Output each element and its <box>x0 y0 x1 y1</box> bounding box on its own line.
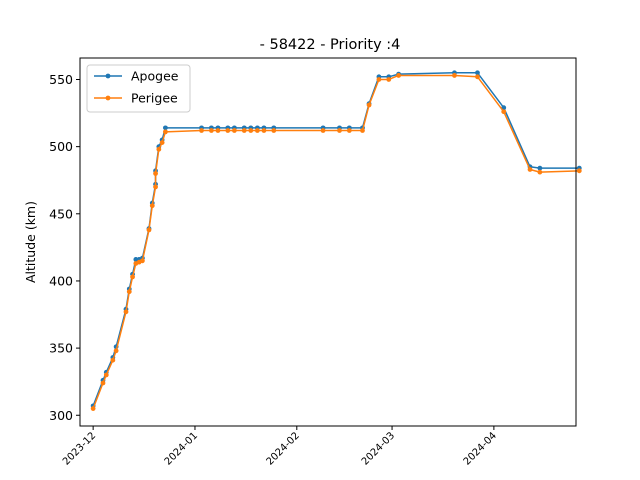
perigee-point <box>225 128 231 133</box>
y-tick-label: 550 <box>49 72 73 87</box>
y-tick-label: 450 <box>49 206 73 221</box>
y-tick-label: 350 <box>49 341 73 356</box>
y-axis-label: Altitude (km) <box>23 201 38 283</box>
perigee-point <box>140 258 145 264</box>
perigee-point <box>576 168 582 174</box>
plot-area <box>90 70 582 411</box>
perigee-point <box>163 129 168 135</box>
perigee-point <box>215 128 221 133</box>
perigee-point <box>130 274 135 280</box>
perigee-point <box>241 128 247 133</box>
perigee-point <box>159 140 165 146</box>
perigee-point <box>475 74 480 80</box>
perigee-point <box>254 128 260 133</box>
perigee-point <box>366 102 372 108</box>
perigee-point <box>527 167 533 172</box>
perigee-point <box>261 128 267 133</box>
perigee-point <box>208 128 214 133</box>
chart-title: - 58422 - Priority :4 <box>260 37 401 53</box>
perigee-point <box>110 357 116 363</box>
perigee-point <box>146 227 152 233</box>
perigee-point <box>346 128 352 133</box>
perigee-point <box>156 146 162 152</box>
legend-perigee-label: Perigee <box>131 91 178 106</box>
perigee-point <box>248 128 254 133</box>
perigee-point <box>90 406 96 411</box>
perigee-point <box>537 169 543 175</box>
legend: Apogee Perigee <box>86 64 191 113</box>
perigee-point <box>376 77 382 82</box>
perigee-point <box>123 309 129 315</box>
perigee-point <box>153 171 158 176</box>
y-tick-label: 400 <box>49 273 73 288</box>
perigee-point <box>231 128 237 133</box>
perigee-point <box>396 73 402 78</box>
apogee-point <box>163 125 168 131</box>
apogee-point <box>475 70 480 76</box>
perigee-point <box>199 128 204 133</box>
axes-frame <box>79 57 577 427</box>
legend-perigee-marker <box>105 95 111 101</box>
legend-apogee-label: Apogee <box>131 69 179 84</box>
perigee-point <box>153 184 158 190</box>
apogee-point <box>537 165 543 171</box>
perigee-point <box>126 289 132 295</box>
perigee-point <box>501 109 507 115</box>
perigee-point <box>452 73 457 78</box>
y-tick-label: 300 <box>49 408 73 423</box>
perigee-point <box>113 348 119 354</box>
perigee-point <box>320 128 326 133</box>
y-tick-label: 500 <box>49 139 73 154</box>
perigee-point <box>103 372 109 378</box>
perigee-point <box>271 128 277 133</box>
perigee-point <box>149 203 155 209</box>
perigee-point <box>386 77 392 82</box>
perigee-point <box>337 128 342 133</box>
perigee-point <box>100 380 106 386</box>
legend-apogee-marker <box>105 73 111 79</box>
perigee-point <box>360 128 365 133</box>
apogee-point <box>133 257 139 262</box>
